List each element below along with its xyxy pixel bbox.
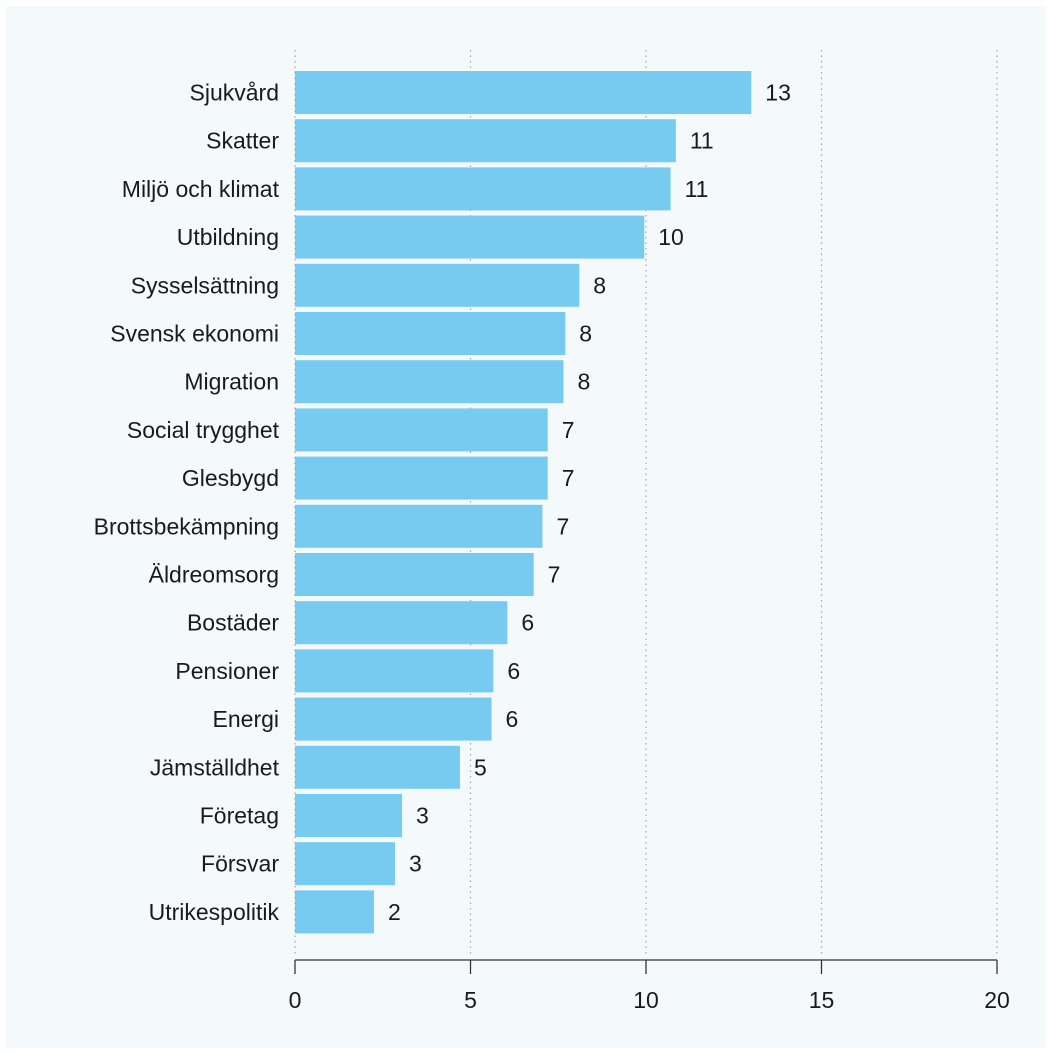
bar-2: [295, 167, 671, 211]
x-tick-label-15: 15: [809, 987, 835, 1013]
category-label-6: Migration: [184, 369, 279, 395]
category-label-8: Glesbygd: [182, 465, 279, 491]
category-label-16: Försvar: [201, 851, 279, 877]
category-label-1: Skatter: [206, 128, 279, 154]
bar-11: [295, 601, 508, 645]
value-label-12: 6: [507, 658, 520, 684]
bar-17: [295, 890, 374, 934]
value-label-13: 6: [506, 706, 519, 732]
value-label-4: 8: [593, 272, 606, 298]
category-label-0: Sjukvård: [190, 80, 279, 106]
x-tick-label-0: 0: [289, 987, 302, 1013]
bar-7: [295, 408, 548, 452]
category-label-9: Brottsbekämpning: [94, 513, 279, 539]
category-label-11: Bostäder: [187, 610, 279, 636]
value-label-10: 7: [548, 562, 561, 588]
bar-10: [295, 553, 534, 596]
bar-13: [295, 697, 492, 741]
category-label-3: Utbildning: [177, 224, 279, 250]
bar-15: [295, 794, 403, 837]
category-label-4: Sysselsättning: [131, 272, 279, 298]
x-tick-label-20: 20: [984, 987, 1010, 1013]
bar-4: [295, 263, 580, 307]
bar-1: [295, 119, 676, 163]
value-label-1: 11: [690, 128, 714, 154]
value-label-8: 7: [562, 465, 575, 491]
category-label-10: Äldreomsorg: [149, 562, 279, 588]
bar-14: [295, 745, 460, 789]
value-label-5: 8: [579, 321, 592, 347]
value-label-9: 7: [556, 513, 569, 539]
value-label-7: 7: [562, 417, 575, 443]
value-label-0: 13: [765, 80, 791, 106]
bar-8: [295, 456, 548, 500]
category-label-5: Svensk ekonomi: [110, 321, 279, 347]
category-label-13: Energi: [213, 706, 279, 732]
category-label-15: Företag: [200, 803, 279, 829]
value-label-2: 11: [685, 176, 709, 202]
value-label-6: 8: [578, 369, 591, 395]
value-label-15: 3: [416, 803, 429, 829]
bar-9: [295, 504, 543, 548]
category-label-17: Utrikespolitik: [149, 899, 280, 925]
value-label-3: 10: [658, 224, 684, 250]
value-label-14: 5: [474, 754, 487, 780]
value-label-16: 3: [409, 851, 422, 877]
value-label-17: 2: [388, 899, 401, 925]
bar-3: [295, 215, 645, 259]
bar-5: [295, 312, 566, 355]
bar-12: [295, 649, 494, 693]
category-label-12: Pensioner: [175, 658, 279, 684]
category-label-14: Jämställdhet: [150, 754, 280, 780]
category-label-7: Social trygghet: [127, 417, 280, 443]
bar-16: [295, 842, 396, 886]
x-tick-label-5: 5: [464, 987, 477, 1013]
x-tick-label-10: 10: [633, 987, 659, 1013]
bar-6: [295, 360, 564, 404]
bar-0: [295, 71, 752, 114]
category-label-2: Miljö och klimat: [122, 176, 280, 202]
value-label-11: 6: [521, 610, 534, 636]
